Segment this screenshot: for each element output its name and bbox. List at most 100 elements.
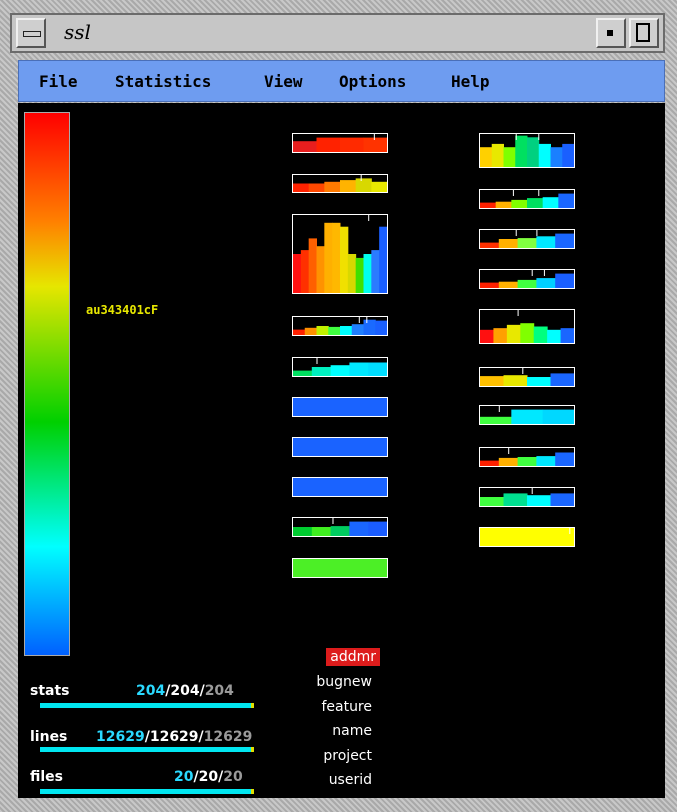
histogram-bar: [550, 373, 574, 386]
histogram-bar: [351, 324, 364, 335]
histogram-marker: [543, 270, 545, 276]
histogram-marker: [373, 134, 375, 140]
histogram-bar: [527, 495, 551, 506]
histogram-bar: [491, 143, 504, 167]
histogram-left-4[interactable]: [292, 316, 388, 336]
histogram-bar: [293, 559, 387, 577]
histogram-right-2[interactable]: [479, 189, 575, 209]
histogram-bar: [480, 147, 493, 167]
histogram-bar: [379, 226, 387, 293]
histogram-right-8[interactable]: [479, 447, 575, 467]
histogram-bar: [293, 398, 387, 416]
histogram-left-1[interactable]: [292, 133, 388, 153]
histogram-bar: [304, 327, 317, 335]
histogram-bar: [480, 242, 500, 248]
window-menu-button[interactable]: [16, 18, 46, 48]
stats-value-c: 204: [204, 683, 234, 699]
minimize-icon: [607, 30, 613, 36]
histogram-bar: [562, 143, 574, 167]
histogram-right-1[interactable]: [479, 133, 575, 168]
minimize-button[interactable]: [596, 18, 626, 48]
histogram-bar: [308, 183, 325, 192]
menu-file[interactable]: File: [39, 72, 78, 91]
menu-statistics[interactable]: Statistics: [115, 72, 212, 91]
histogram-left-9[interactable]: [292, 517, 388, 537]
histogram-left-7[interactable]: [292, 437, 388, 457]
histogram-bar: [349, 362, 369, 376]
histogram-bar: [311, 367, 332, 376]
histogram-left-6[interactable]: [292, 397, 388, 417]
histogram-bar: [550, 493, 574, 506]
histogram-bar: [293, 527, 313, 536]
files-slider-handle[interactable]: [251, 789, 254, 794]
histogram-bar: [324, 181, 341, 192]
histogram-right-10[interactable]: [479, 527, 575, 547]
histogram-left-3[interactable]: [292, 214, 388, 294]
histogram-left-5[interactable]: [292, 357, 388, 377]
stats-value-a: 204: [136, 683, 166, 699]
histogram-bar: [300, 250, 310, 293]
histogram-bar: [542, 409, 574, 424]
histogram-bar: [555, 452, 574, 466]
histogram-marker: [512, 190, 514, 196]
histogram-bar: [527, 198, 544, 208]
histogram-bar: [550, 147, 563, 167]
histogram-bar: [480, 376, 504, 386]
histogram-left-8[interactable]: [292, 477, 388, 497]
menu-view[interactable]: View: [264, 72, 303, 91]
histogram-bar: [480, 416, 512, 424]
histogram-marker: [531, 270, 533, 276]
lines-value-a: 12629: [96, 729, 145, 745]
histogram-marker: [360, 175, 362, 181]
histogram-bar: [347, 254, 357, 293]
lines-slider[interactable]: [40, 747, 254, 752]
histogram-right-9[interactable]: [479, 487, 575, 507]
histogram-marker: [366, 317, 368, 323]
histogram-right-5[interactable]: [479, 309, 575, 344]
histogram-marker: [536, 230, 538, 236]
histogram-marker: [332, 518, 334, 524]
maximize-button[interactable]: [629, 18, 659, 48]
histogram-bar: [363, 319, 376, 335]
lines-values: 12629/12629/12629: [96, 729, 252, 745]
histogram-bar: [293, 141, 317, 152]
histogram-bar: [480, 497, 504, 506]
histogram-left-10[interactable]: [292, 558, 388, 578]
histogram-bar: [536, 278, 556, 288]
lines-slider-handle[interactable]: [251, 747, 254, 752]
histogram-bar: [498, 457, 519, 466]
histogram-marker: [538, 134, 540, 140]
histogram-marker: [368, 215, 370, 221]
legend-item-name[interactable]: name: [332, 723, 372, 739]
histogram-bar: [311, 527, 332, 536]
histogram-bar: [480, 202, 497, 208]
histogram-right-7[interactable]: [479, 405, 575, 425]
histogram-left-2[interactable]: [292, 174, 388, 193]
histogram-bar: [330, 365, 350, 376]
menu-help[interactable]: Help: [451, 72, 490, 91]
title-bar[interactable]: ssl: [10, 13, 665, 53]
histogram-right-3[interactable]: [479, 229, 575, 249]
histogram-marker: [358, 317, 360, 323]
histogram-bar: [368, 362, 387, 376]
histogram-right-6[interactable]: [479, 367, 575, 387]
histogram-marker: [538, 190, 540, 196]
histogram-bar: [375, 320, 387, 335]
files-slider[interactable]: [40, 789, 254, 794]
legend-item-bugnew[interactable]: bugnew: [316, 674, 372, 690]
legend-item-project[interactable]: project: [323, 748, 372, 764]
histogram-right-4[interactable]: [479, 269, 575, 289]
histogram-bar: [493, 328, 508, 343]
legend-item-addmr[interactable]: addmr: [306, 648, 380, 666]
color-scale-bar[interactable]: [24, 112, 70, 656]
stats-slider-handle[interactable]: [251, 703, 254, 708]
histogram-bar: [371, 250, 380, 293]
histogram-bar: [498, 239, 519, 248]
histogram-bar: [533, 326, 548, 343]
stats-slider[interactable]: [40, 703, 254, 708]
histogram-bar: [293, 438, 387, 456]
histogram-marker: [498, 406, 500, 412]
legend-item-userid[interactable]: userid: [328, 772, 372, 788]
menu-options[interactable]: Options: [339, 72, 407, 91]
legend-item-feature[interactable]: feature: [321, 699, 372, 715]
